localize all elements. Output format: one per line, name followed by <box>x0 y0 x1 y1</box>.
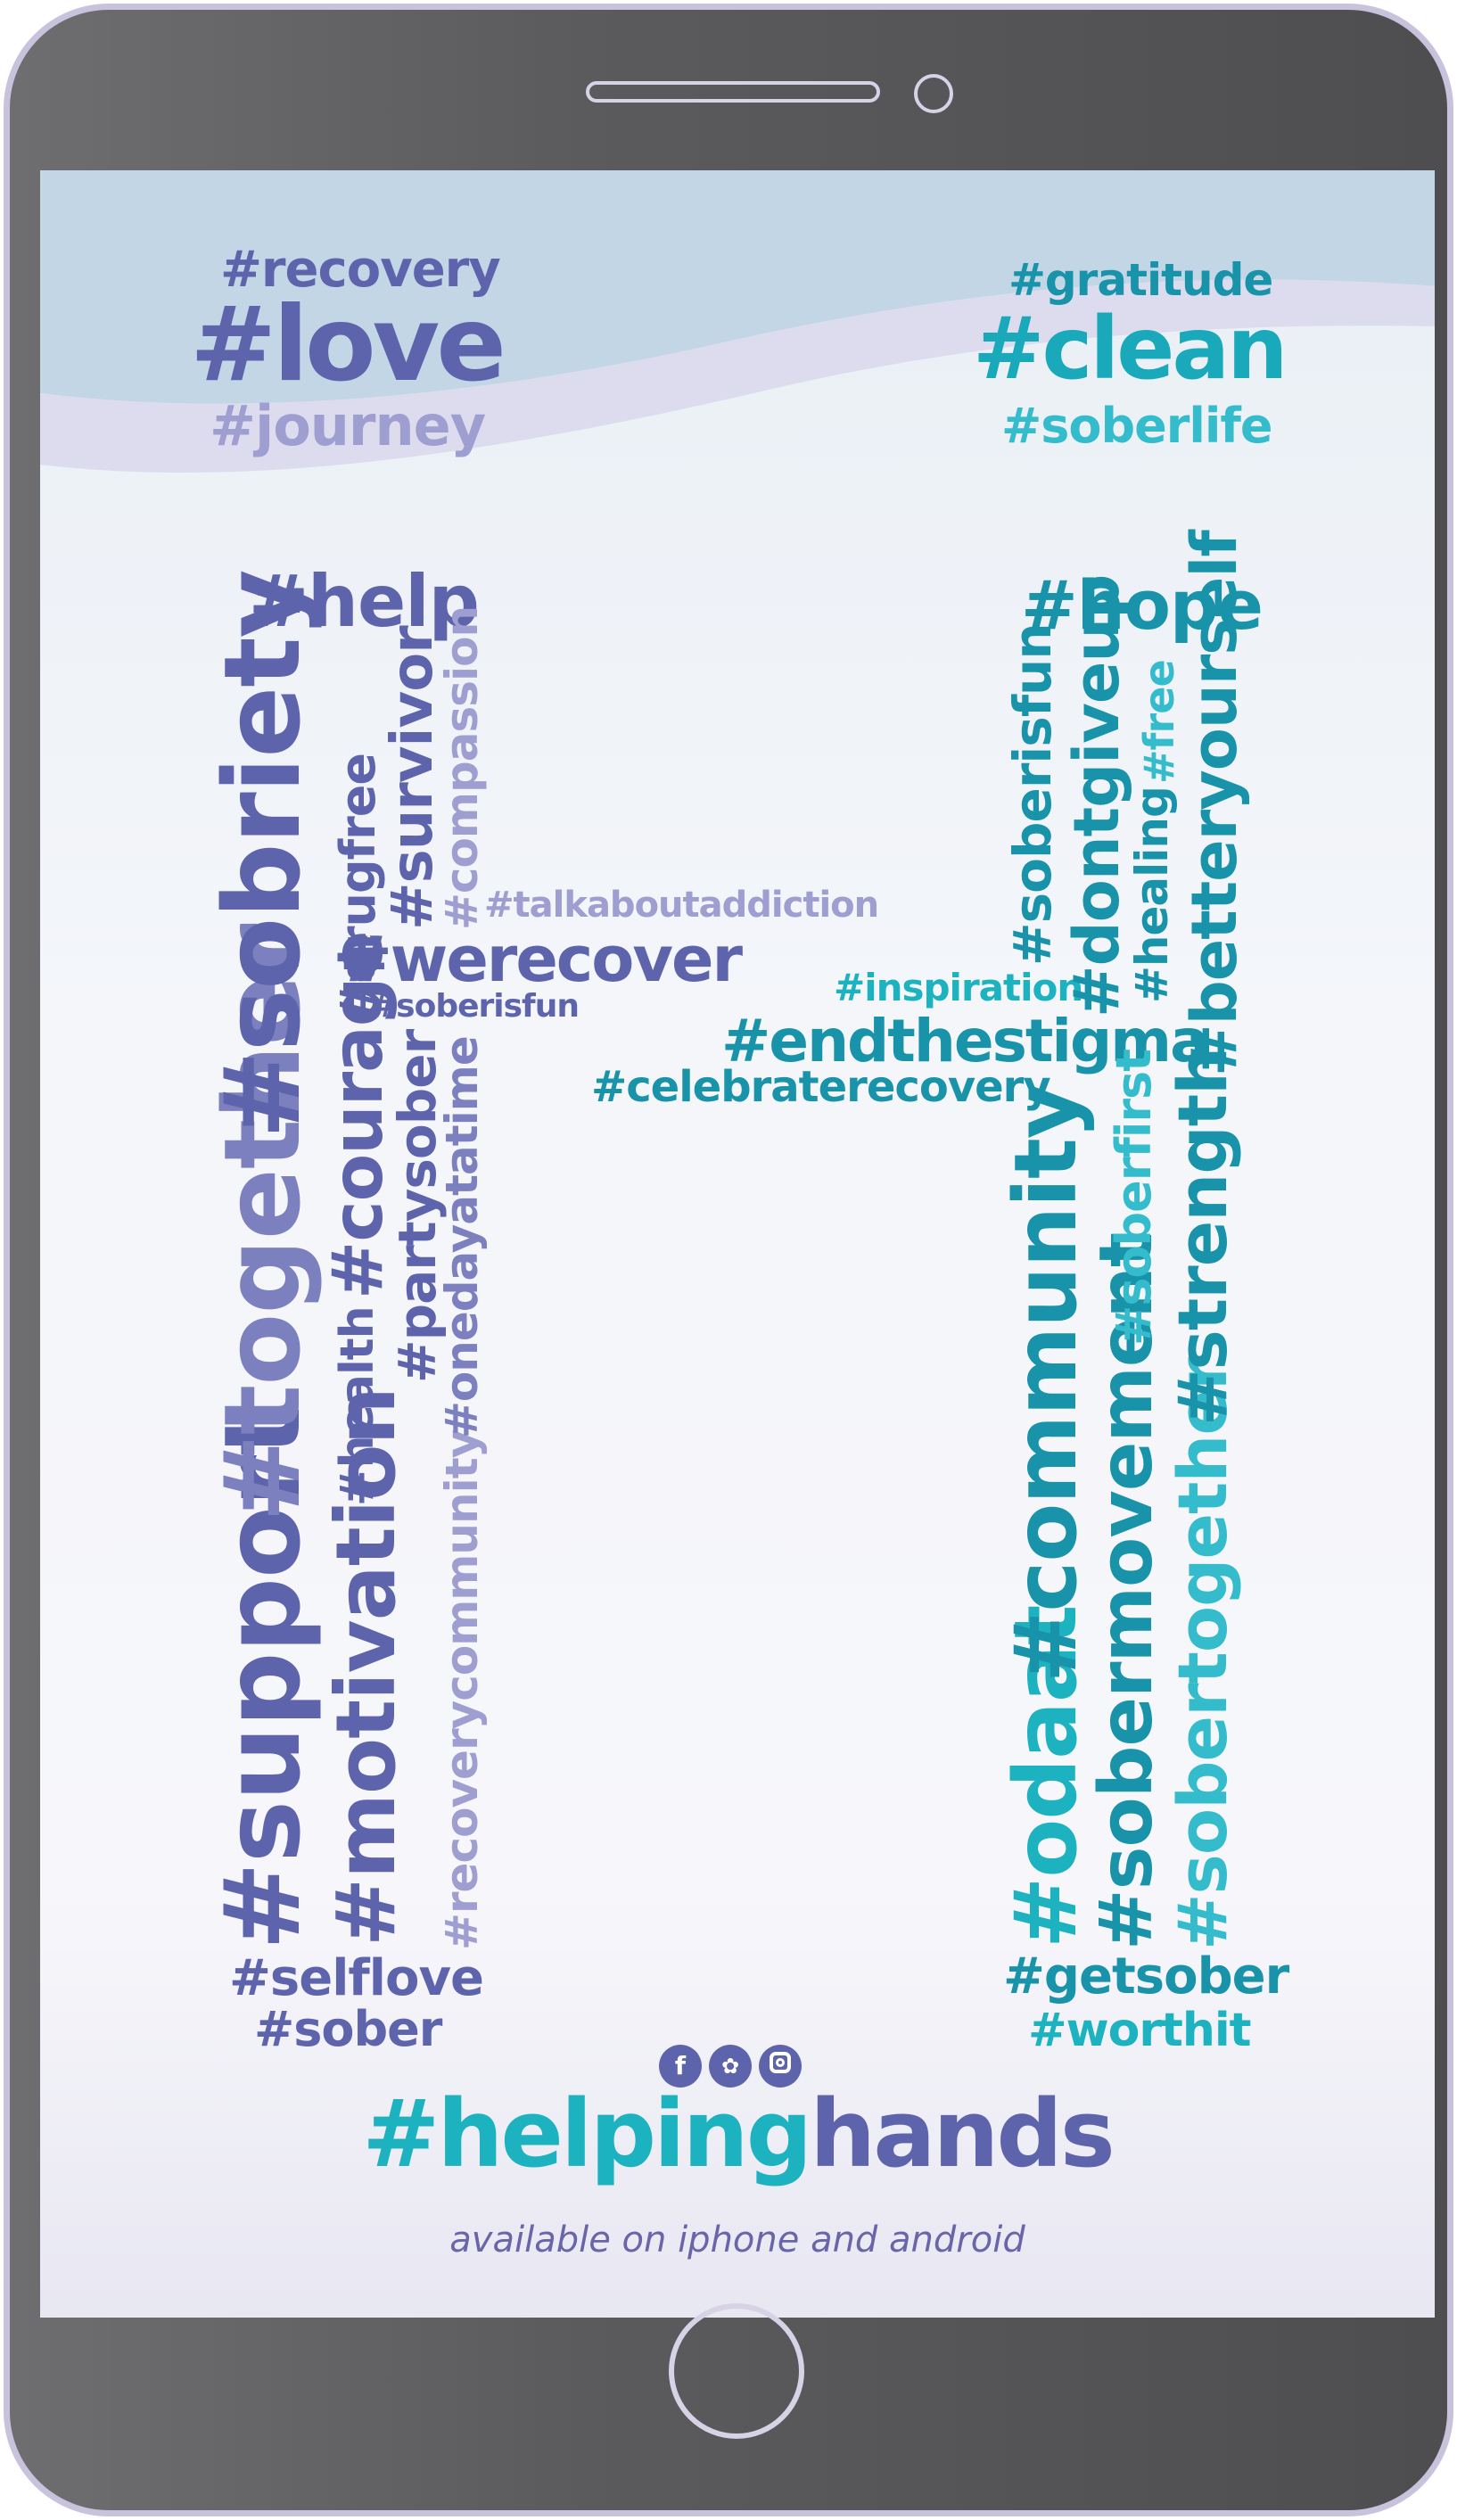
hashtag-sobertogether: #sobertogether <box>1163 1357 1242 1950</box>
hashtag-inspiration: #inspiration <box>834 966 1083 1009</box>
hashtag-soberfirst: #soberfirst <box>1106 1050 1162 1346</box>
hashtag-sobriety: #sobriety <box>201 570 324 1139</box>
hashtag-together: #together <box>201 924 324 1522</box>
hashtag-motivation: #motivation <box>318 1388 414 1947</box>
hashtag-strength: #strength <box>1163 1047 1242 1426</box>
hashtag-gratitude: #gratitude <box>1008 254 1273 306</box>
hashtag-soberlife: #soberlife <box>1001 398 1273 454</box>
brand-hands: hands <box>810 2079 1115 2188</box>
hashtag-werecover: #werecover <box>340 923 743 996</box>
availability-tagline: available on iphone and android <box>449 2219 1025 2261</box>
camera-icon <box>914 74 953 113</box>
hashtag-celebraterecovery: #celebraterecovery <box>591 1062 1051 1112</box>
hashtag-compassion: #compassion <box>436 605 488 930</box>
wave-background <box>40 170 1435 473</box>
hashtag-journey: #journey <box>210 393 486 458</box>
hashtag-healing: #healing <box>1126 786 1178 1003</box>
hashtag-sobermovement: #sobermovement <box>1084 1232 1169 1950</box>
hashtag-betteryourself: #betteryourself <box>1178 531 1251 1076</box>
hashtag-free: #free <box>1135 660 1183 784</box>
hashtag-hope: #hope <box>1021 565 1264 645</box>
hashtag-soberisfun-right: #soberisfun <box>1002 623 1063 966</box>
hashtag-getsober: #getsober <box>1003 1948 1289 2005</box>
hashtag-worthit: #worthit <box>1028 2004 1252 2057</box>
hashtag-clean: #clean <box>973 299 1288 399</box>
hashtag-talkaboutaddiction: #talkaboutaddiction <box>484 885 879 926</box>
twitter-icon[interactable]: ✿ <box>709 2045 752 2088</box>
hashtag-endthestigma: #endthestigma <box>721 1007 1210 1075</box>
hashtag-health: #health <box>331 1306 384 1506</box>
hashtag-community: #community <box>996 1083 1096 1683</box>
hashtag-recovery: #recovery <box>220 241 501 299</box>
hashtag-recoverycommunity: #recoverycommunity <box>436 1429 488 1950</box>
hashtag-survivor: #survivor <box>380 626 446 930</box>
facebook-icon[interactable]: f <box>659 2045 702 2088</box>
hashtag-courage: #courage <box>318 931 399 1299</box>
hashtag-odaat: #odaat <box>996 1605 1096 1948</box>
hashtag-help: #help <box>249 560 480 643</box>
brand-helping: #helping <box>362 2079 812 2188</box>
hashtag-dontgiveup: #dontgiveup <box>1060 574 1133 1017</box>
hashtag-sober: #sober <box>254 2001 442 2057</box>
phone-frame: #recovery #love #journey #gratitude #cle… <box>4 4 1453 2516</box>
phone-screen: #recovery #love #journey #gratitude #cle… <box>40 170 1435 2318</box>
hashtag-love: #love <box>190 284 506 405</box>
app-brand-name: #helpinghands <box>40 2088 1435 2180</box>
instagram-icon[interactable] <box>759 2045 802 2088</box>
hashtag-onedayatatime: #onedayatatime <box>436 1036 488 1438</box>
hashtag-soberisfun-left: #soberisfun <box>370 988 580 1025</box>
speaker-grille <box>586 81 880 103</box>
hashtag-selflove: #selflove <box>229 1949 484 2007</box>
home-button[interactable] <box>669 2303 804 2439</box>
